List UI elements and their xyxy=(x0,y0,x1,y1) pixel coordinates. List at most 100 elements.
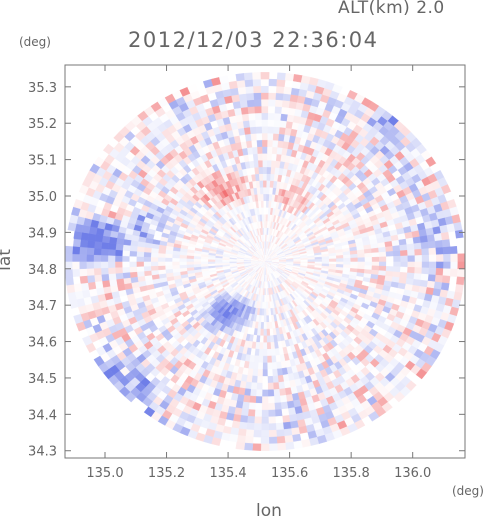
heatmap-cell xyxy=(253,160,259,168)
heatmap-cell xyxy=(79,275,89,284)
heatmap-cell xyxy=(221,261,230,264)
x-tick-label: 136.0 xyxy=(394,466,431,481)
heatmap-cell xyxy=(72,238,82,248)
heatmap-cell xyxy=(436,261,444,269)
heatmap-cell xyxy=(71,253,80,262)
heatmap-cell xyxy=(235,114,244,123)
heatmap-cell xyxy=(242,120,251,129)
heatmap-cell xyxy=(243,72,254,81)
heatmap-cell xyxy=(121,255,130,262)
altitude-label: ALT(km) 2.0 xyxy=(338,0,445,18)
heatmap-cell xyxy=(266,321,270,330)
heatmap-cell xyxy=(280,401,289,410)
heatmap-cell xyxy=(260,72,270,80)
heatmap-cell xyxy=(263,213,267,222)
heatmap-cell xyxy=(261,409,269,418)
heatmap-cell xyxy=(276,72,287,81)
heatmap-cell xyxy=(350,257,359,262)
heatmap-cell xyxy=(94,234,104,243)
heatmap-cell xyxy=(261,126,269,134)
heatmap-cell xyxy=(248,402,256,411)
heatmap-cell xyxy=(399,271,408,279)
heatmap-cell xyxy=(261,112,269,120)
heatmap-cell xyxy=(364,252,373,258)
heatmap-cell xyxy=(406,272,415,280)
heatmap-cell xyxy=(363,248,373,254)
heatmap-cell xyxy=(179,264,187,269)
heatmap-cell xyxy=(267,396,275,404)
heatmap-cell xyxy=(255,126,263,134)
heatmap-cell xyxy=(371,247,380,254)
heatmap-cell xyxy=(79,261,87,270)
heatmap-cell xyxy=(143,270,152,277)
heatmap-cell xyxy=(245,429,255,438)
heatmap-cell xyxy=(256,132,263,141)
heatmap-cell xyxy=(266,362,273,370)
heatmap-cell xyxy=(262,180,268,188)
heatmap-cell xyxy=(263,200,267,208)
heatmap-cell xyxy=(143,265,152,272)
heatmap-cell xyxy=(400,255,409,262)
heatmap-cell xyxy=(86,261,94,269)
heatmap-cell xyxy=(267,126,275,134)
heatmap-cell xyxy=(378,265,387,272)
heatmap-cell xyxy=(378,251,387,258)
heatmap-cell xyxy=(245,140,253,149)
heatmap-cell xyxy=(261,119,269,127)
heatmap-cell xyxy=(275,429,285,438)
heatmap-cell xyxy=(273,395,281,404)
heatmap-cell xyxy=(262,342,268,350)
heatmap-cell xyxy=(433,233,443,242)
x-tick-label: 135.2 xyxy=(148,466,185,481)
heatmap-cell xyxy=(364,257,373,262)
heatmap-cell xyxy=(262,173,268,181)
x-tick-label: 135.0 xyxy=(86,466,123,481)
heatmap-cell xyxy=(260,430,270,438)
heatmap-cell xyxy=(274,409,283,417)
y-tick-label: 34.5 xyxy=(28,372,57,387)
heatmap-cell xyxy=(400,261,409,268)
heatmap-cell xyxy=(65,237,74,247)
heatmap-cell xyxy=(157,269,167,275)
heatmap-cell xyxy=(399,249,408,257)
heatmap-cell xyxy=(258,342,264,350)
heatmap-cell xyxy=(270,341,275,350)
heatmap-cell xyxy=(249,388,257,397)
heatmap-cell xyxy=(441,275,451,284)
heatmap-cell xyxy=(261,132,269,141)
heatmap-cell xyxy=(272,139,279,148)
heatmap-cell xyxy=(261,382,269,391)
heatmap-cell xyxy=(268,409,276,418)
heatmap-cell xyxy=(434,274,444,283)
heatmap-cell xyxy=(253,416,262,424)
heatmap-cell xyxy=(179,261,187,266)
heatmap-cell xyxy=(261,416,269,424)
heatmap-cell xyxy=(279,260,287,262)
heatmap-cell xyxy=(268,423,277,431)
heatmap-cell xyxy=(268,416,277,424)
heatmap-cell xyxy=(292,74,303,83)
heatmap-cell xyxy=(266,335,271,343)
heatmap-cell xyxy=(255,119,263,127)
heatmap-cell xyxy=(321,261,330,265)
heatmap-cell xyxy=(238,421,248,430)
heatmap-cell xyxy=(271,355,277,363)
heatmap-cell xyxy=(378,246,387,253)
heatmap-cell xyxy=(122,266,131,274)
heatmap-cell xyxy=(262,166,268,174)
heatmap-cell xyxy=(193,263,202,268)
heatmap-cell xyxy=(281,415,291,424)
heatmap-cell xyxy=(278,388,287,397)
heatmap-cell xyxy=(242,394,251,403)
heatmap-cell xyxy=(364,261,373,266)
heatmap-cell xyxy=(268,436,278,445)
heatmap-cell xyxy=(449,268,458,278)
heatmap-cell xyxy=(426,234,436,243)
heatmap-cell xyxy=(413,273,422,281)
heatmap-cell xyxy=(414,255,423,262)
heatmap-cell xyxy=(67,291,77,302)
heatmap-cell xyxy=(107,248,116,256)
x-axis-unit: (deg) xyxy=(452,484,484,498)
heatmap-cell xyxy=(262,376,268,384)
heatmap-cell xyxy=(93,254,102,262)
